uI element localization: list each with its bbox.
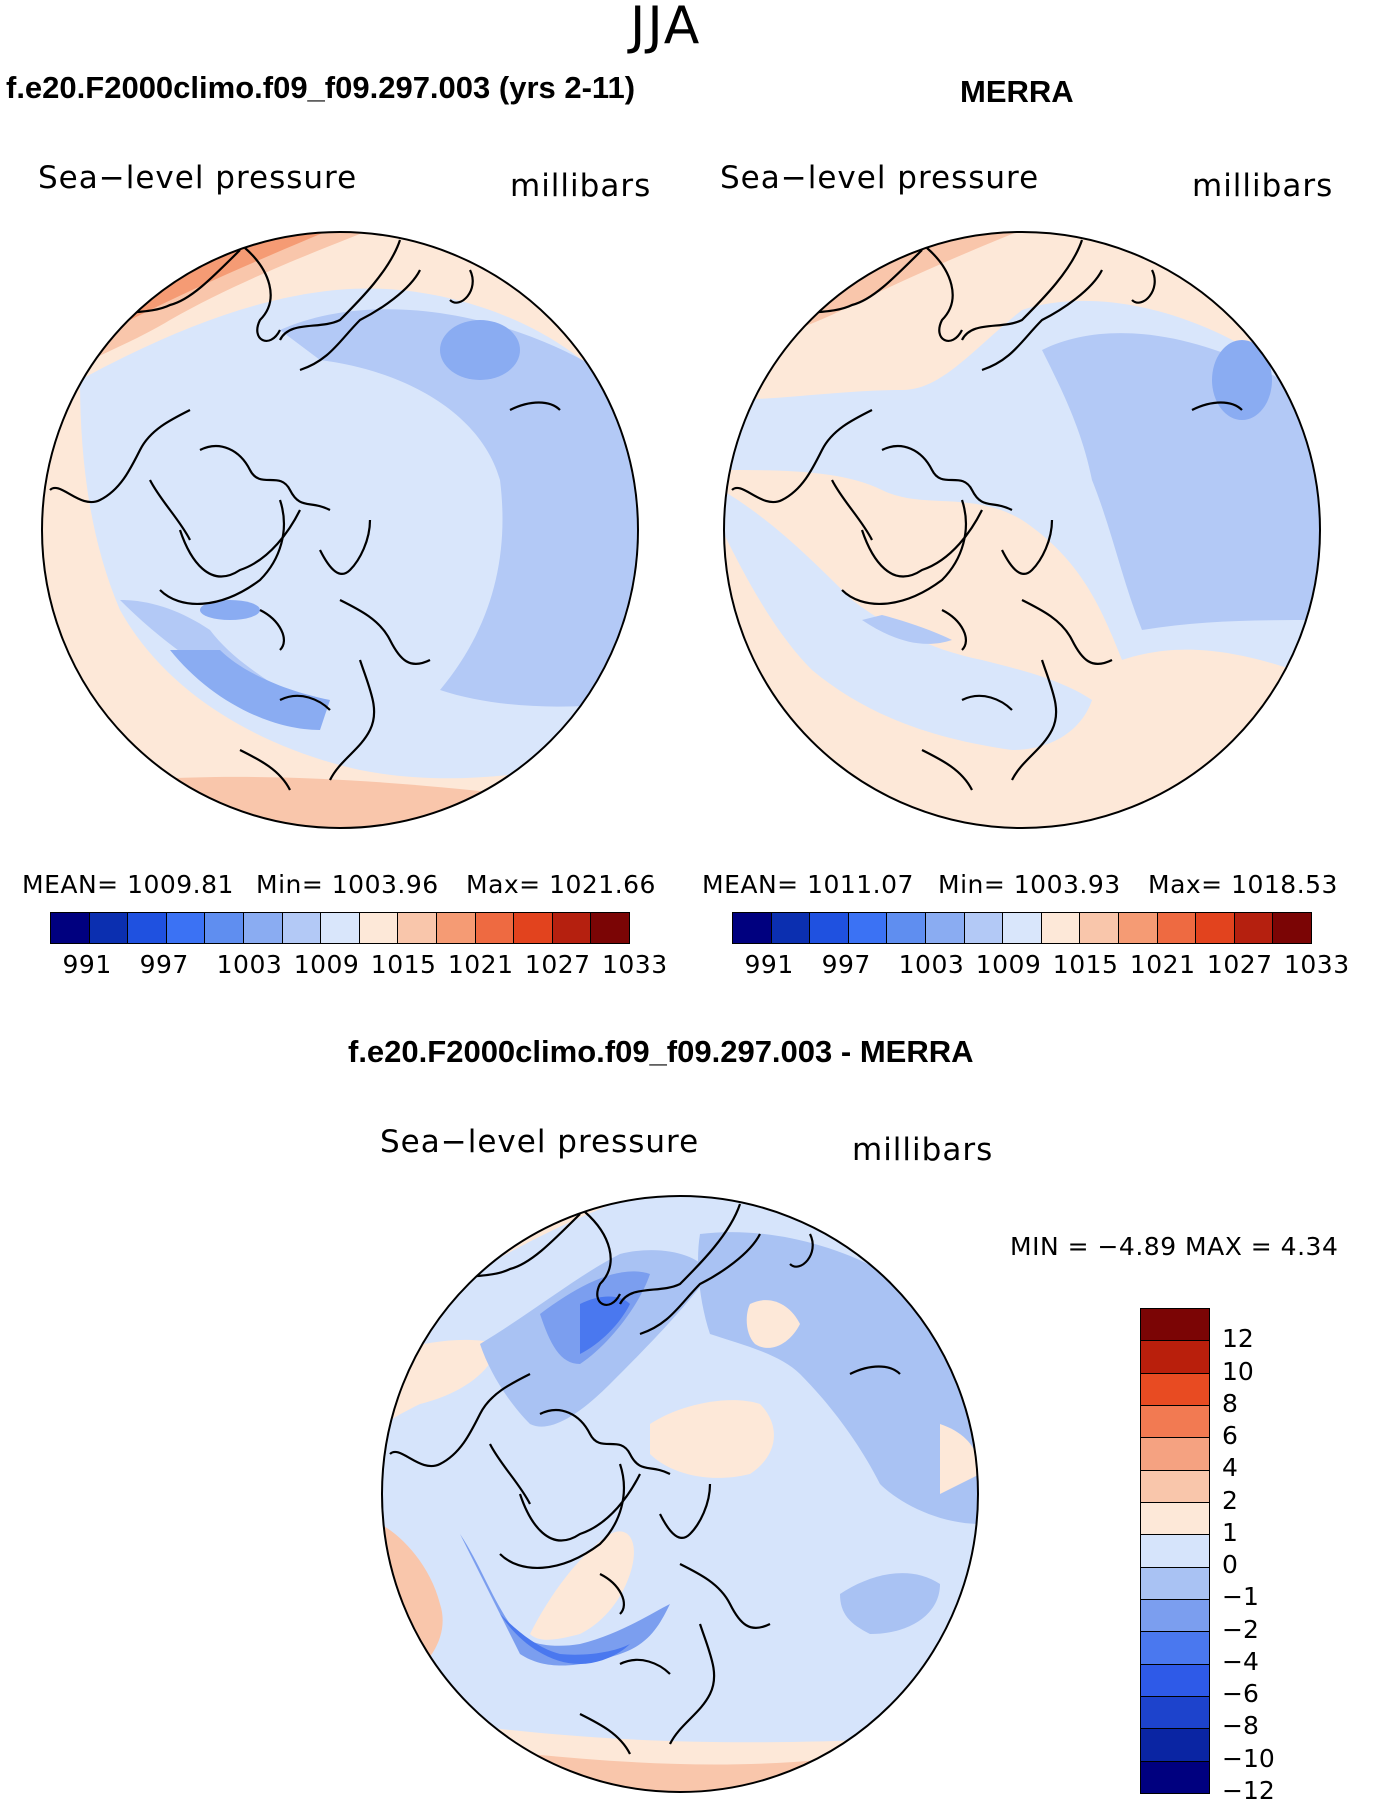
right-units-label: millibars (1192, 168, 1334, 204)
colorbar-tick-label: 1009 (293, 950, 360, 979)
right-variable-label: Sea−level pressure (720, 160, 1040, 196)
left-units-label: millibars (510, 168, 652, 204)
colorbar-swatch (847, 913, 887, 943)
colorbar-tick-label: −12 (1222, 1776, 1275, 1805)
colorbar-swatch (1141, 1728, 1209, 1761)
right-max-stat: Max= 1018.53 (1148, 870, 1338, 899)
colorbar-swatch (1040, 913, 1080, 943)
colorbar-tick-label: 1009 (975, 950, 1042, 979)
colorbar-swatch (1156, 913, 1196, 943)
colorbar-swatch (281, 913, 321, 943)
colorbar-tick-label: 1027 (524, 950, 591, 979)
colorbar-swatch (1141, 1695, 1209, 1729)
colorbar-swatch (809, 913, 848, 943)
colorbar-tick-label: 1015 (1052, 950, 1119, 979)
colorbar-tick-label: 1033 (602, 950, 668, 979)
left-min-stat: Min= 1003.96 (256, 870, 439, 899)
colorbar-tick-label: 10 (1222, 1356, 1254, 1386)
left-max-stat: Max= 1021.66 (466, 870, 656, 899)
colorbar-tick-label: 997 (821, 950, 871, 979)
colorbar-tick-label: 8 (1222, 1388, 1238, 1418)
colorbar-swatch (1141, 1760, 1209, 1793)
right-panel-title: MERRA (960, 74, 1074, 109)
left-panel-title: f.e20.F2000climo.f09_f09.297.003 (yrs 2-… (6, 70, 636, 105)
colorbar-tick-label: −4 (1222, 1646, 1259, 1676)
colorbar-swatch (1141, 1340, 1209, 1373)
colorbar-swatch (551, 913, 591, 943)
colorbar-swatch (924, 913, 964, 943)
colorbar-tick-label: 1027 (1206, 950, 1273, 979)
season-title: JJA (630, 0, 702, 56)
colorbar-tick-label: 1033 (1284, 950, 1350, 979)
colorbar-tick-label: 991 (744, 950, 794, 979)
diff-minmax-stat: MIN = −4.89 MAX = 4.34 (1010, 1232, 1339, 1261)
colorbar-tick-label: 1 (1222, 1517, 1238, 1547)
colorbar-swatch (1141, 1663, 1209, 1696)
diff-units-label: millibars (852, 1132, 994, 1168)
left-mean-stat: MEAN= 1009.81 (22, 870, 234, 899)
colorbar-tick-label: 4 (1222, 1453, 1238, 1483)
colorbar-swatch (358, 913, 398, 943)
colorbar-tick-label: 12 (1222, 1324, 1254, 1354)
colorbar-swatch (1141, 1372, 1209, 1405)
colorbar-swatch (1233, 913, 1273, 943)
colorbar-swatch (1141, 1534, 1209, 1567)
right-mean-stat: MEAN= 1011.07 (702, 870, 914, 899)
colorbar-swatch (770, 913, 810, 943)
diff-variable-label: Sea−level pressure (380, 1124, 700, 1160)
right-polar-map (723, 231, 1321, 829)
colorbar-swatch (1141, 1469, 1209, 1502)
colorbar-swatch (51, 913, 89, 943)
colorbar-swatch (397, 913, 436, 943)
colorbar-tick-label: 997 (139, 950, 189, 979)
colorbar-swatch (88, 913, 128, 943)
colorbar-swatch (435, 913, 475, 943)
colorbar-tick-label: 0 (1222, 1550, 1238, 1580)
colorbar-swatch (590, 913, 629, 943)
colorbar-tick-label: 1015 (370, 950, 437, 979)
colorbar-tick-label: −1 (1222, 1582, 1259, 1612)
colorbar-swatch (1002, 913, 1041, 943)
colorbar-tick-label: 2 (1222, 1485, 1238, 1515)
colorbar-swatch (733, 913, 771, 943)
colorbar-swatch (1195, 913, 1234, 943)
colorbar-tick-label: −2 (1222, 1614, 1259, 1644)
colorbar-swatch (886, 913, 925, 943)
colorbar-swatch (1141, 1437, 1209, 1470)
left-variable-label: Sea−level pressure (38, 160, 358, 196)
colorbar-swatch (1272, 913, 1311, 943)
left-colorbar (50, 912, 630, 944)
colorbar-swatch (204, 913, 243, 943)
colorbar-swatch (242, 913, 282, 943)
colorbar-swatch (1141, 1566, 1209, 1599)
colorbar-swatch (1141, 1309, 1209, 1341)
diff-panel-title: f.e20.F2000climo.f09_f09.297.003 - MERRA (348, 1034, 974, 1069)
colorbar-swatch (474, 913, 514, 943)
left-polar-map (41, 231, 639, 829)
right-min-stat: Min= 1003.93 (938, 870, 1121, 899)
colorbar-tick-label: 1003 (898, 950, 965, 979)
colorbar-swatch (1141, 1631, 1209, 1664)
colorbar-tick-label: 1021 (447, 950, 514, 979)
diff-colorbar (1140, 1308, 1210, 1794)
colorbar-swatch (165, 913, 205, 943)
colorbar-swatch (320, 913, 359, 943)
colorbar-tick-label: −6 (1222, 1679, 1259, 1709)
colorbar-tick-label: 1003 (216, 950, 283, 979)
colorbar-swatch (1141, 1404, 1209, 1438)
colorbar-tick-label: 1021 (1129, 950, 1196, 979)
right-colorbar (732, 912, 1312, 944)
colorbar-swatch (127, 913, 166, 943)
colorbar-tick-label: −8 (1222, 1711, 1259, 1741)
colorbar-swatch (1141, 1598, 1209, 1632)
colorbar-swatch (1141, 1501, 1209, 1535)
colorbar-swatch (963, 913, 1003, 943)
colorbar-swatch (513, 913, 552, 943)
colorbar-tick-label: 991 (62, 950, 112, 979)
colorbar-swatch (1079, 913, 1118, 943)
colorbar-tick-label: 6 (1222, 1421, 1238, 1451)
colorbar-tick-label: −10 (1222, 1743, 1275, 1773)
diff-polar-map (381, 1195, 979, 1793)
colorbar-swatch (1117, 913, 1157, 943)
